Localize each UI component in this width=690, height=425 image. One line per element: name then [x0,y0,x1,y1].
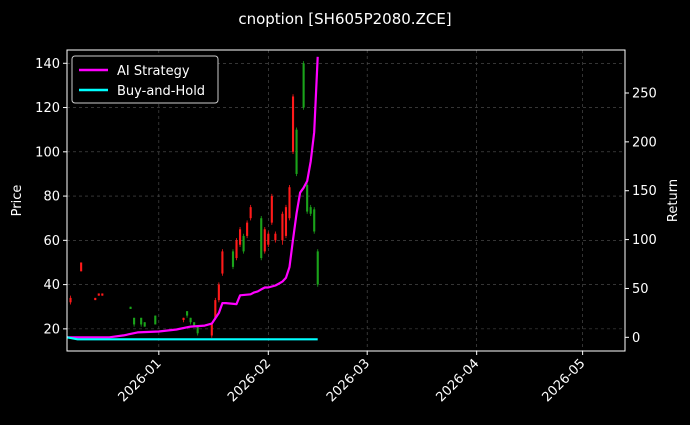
right-axis-tick-label: 0 [632,331,640,346]
candle-body [196,326,199,334]
candle-body [101,293,104,296]
x-axis-tick-label: 2026-05 [539,356,588,405]
buy-and-hold-line [66,336,318,341]
candle-body [186,311,189,316]
left-axis-tick-label: 60 [43,234,60,249]
candle-body [288,187,291,219]
right-axis-tick-label: 150 [632,184,657,199]
candle-body [246,222,249,236]
legend-box [71,55,219,104]
left-axis-tick-label: 80 [43,190,60,205]
left-axis-label: Price [10,185,25,217]
right-axis-tick-label: 100 [632,233,657,248]
candle-body [143,322,146,327]
ai-strategy-line [67,56,319,339]
candle-body [267,233,270,245]
left-axis-tick-label: 120 [35,101,60,116]
candle-body [69,297,72,303]
x-axis-tick-label: 2026-04 [433,356,482,405]
plot-frame [66,49,626,352]
candle-body [129,306,132,309]
candle-body [210,324,213,336]
candle-body [309,207,312,214]
candle-body [316,251,319,285]
right-axis-tick-label: 200 [632,135,657,150]
candle-body [284,207,288,236]
candle-body [217,284,220,301]
legend-label-ai-strategy: AI Strategy [117,64,190,79]
candlesticks [69,61,319,338]
x-axis-tick-label: 2026-01 [116,356,165,405]
strategy-lines [66,56,319,341]
axes: 20 40 60 80 100 120 140 0 50 100 150 200 250 2026-01 2… [35,57,657,405]
candle-body [281,213,284,241]
candle-body [274,233,277,241]
left-axis-tick-label: 20 [43,322,60,337]
candle-body [302,63,305,108]
legend-label-buy-and-hold: Buy-and-Hold [117,84,205,99]
candle-body [189,317,192,323]
candle-body [242,235,245,252]
x-axis-tick-label: 2026-03 [324,356,373,405]
right-axis-tick-label: 250 [632,87,657,102]
candle-body [214,300,217,318]
candle-body [133,317,136,325]
left-axis-tick-label: 100 [35,145,60,160]
left-axis-tick-label: 140 [35,57,60,72]
left-axis-tick-label: 40 [43,278,60,293]
candle-body [80,262,83,272]
candle-body [260,218,263,259]
candle-body [235,240,238,259]
candle-body [295,129,298,174]
candle-body [182,317,185,321]
chart-title: cnoption [SH605P2080.ZCE] [238,10,451,28]
candle-body [291,96,295,152]
candle-body [313,209,316,232]
candle-body [306,185,309,212]
candle-body [221,251,224,274]
candle-body [238,229,242,245]
candle-body [140,317,143,325]
x-axis-tick-label: 2026-02 [225,356,274,405]
candle-body [231,251,235,267]
candle-body [193,322,196,327]
legend: AI Strategy Buy-and-Hold [71,55,219,104]
right-axis-tick-label: 50 [632,282,649,297]
candle-body [249,207,252,219]
right-axis-label: Return [666,179,681,222]
candle-body [263,229,266,252]
candle-body [97,293,100,296]
candle-body [94,297,97,301]
candle-body [154,315,157,325]
candle-body [270,196,273,223]
